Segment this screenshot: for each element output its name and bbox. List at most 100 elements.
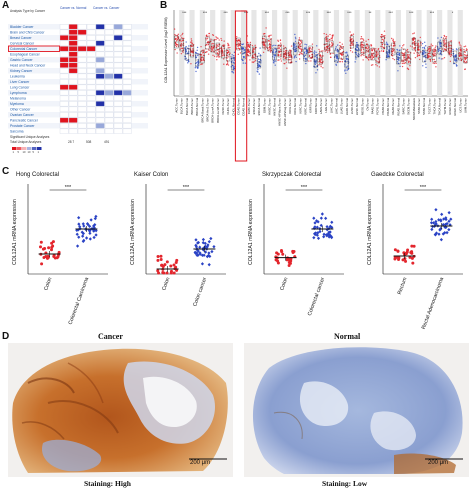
- heat-cell: [59, 24, 69, 30]
- heat-cell: [68, 84, 78, 90]
- data-point: [88, 231, 92, 235]
- heat-cell: [77, 68, 87, 74]
- cancer-type-label: Lung Cancer: [10, 86, 30, 90]
- data-point: [305, 44, 308, 46]
- data-point: [271, 51, 274, 54]
- significance-mark: ***: [420, 185, 427, 191]
- data-point: [216, 44, 219, 46]
- data-point: [192, 49, 194, 51]
- category-label: PRAD.Tumor: [381, 98, 385, 115]
- data-point: [207, 251, 211, 255]
- data-point: [305, 48, 308, 51]
- data-point: [460, 57, 462, 59]
- data-point: [366, 48, 368, 50]
- data-point: [424, 45, 427, 47]
- data-point: [230, 66, 232, 68]
- heat-cell: [122, 57, 132, 63]
- heat-cell: [77, 117, 87, 123]
- data-point: [239, 45, 241, 47]
- data-point: [345, 66, 348, 68]
- data-point: [221, 50, 223, 52]
- data-point: [278, 51, 281, 54]
- data-point: [408, 60, 410, 62]
- heat-cell: [113, 79, 123, 85]
- data-point: [449, 217, 453, 221]
- category-label: BRCA-Her2.Tumor: [206, 98, 210, 122]
- data-point: [326, 47, 329, 49]
- data-point: [335, 63, 337, 65]
- data-point: [356, 54, 359, 57]
- data-point: [330, 225, 334, 230]
- data-point: [409, 64, 411, 67]
- data-point: [280, 53, 282, 55]
- data-point: [252, 51, 254, 54]
- significance-mark: ***: [389, 11, 394, 15]
- data-point: [262, 33, 265, 35]
- data-point: [437, 218, 441, 222]
- data-point: [314, 60, 317, 63]
- data-point: [429, 55, 432, 58]
- data-point: [235, 44, 238, 46]
- data-point: [279, 39, 282, 41]
- data-point: [49, 248, 53, 252]
- data-point: [180, 52, 183, 55]
- data-point: [382, 39, 384, 41]
- category-label: PCPG.Tumor: [376, 98, 380, 115]
- heat-cell: [122, 40, 132, 46]
- heat-cell: [113, 62, 123, 68]
- data-point: [264, 45, 266, 47]
- data-point: [390, 37, 393, 40]
- data-point: [386, 46, 388, 48]
- data-point: [263, 41, 266, 44]
- heat-cell: [122, 117, 132, 123]
- data-point: [392, 47, 394, 50]
- data-point: [211, 43, 213, 45]
- data-point: [228, 53, 231, 55]
- data-point: [316, 236, 321, 240]
- data-point: [463, 54, 465, 56]
- data-point: [210, 38, 212, 40]
- heat-cell: [122, 106, 132, 112]
- heat-cell: [59, 95, 69, 101]
- data-point: [192, 52, 194, 54]
- data-point: [233, 58, 235, 60]
- data-point: [443, 39, 446, 41]
- category-label: GBM.Tumor: [262, 98, 266, 113]
- data-point: [398, 53, 400, 56]
- significance-mark: ***: [285, 11, 290, 15]
- box: [221, 45, 225, 59]
- group-label: Colon: [43, 277, 53, 292]
- data-point: [423, 53, 425, 55]
- data-point: [169, 264, 173, 268]
- data-point: [315, 62, 318, 64]
- heat-cell: [77, 106, 87, 112]
- data-point: [298, 37, 301, 39]
- data-point: [246, 46, 249, 48]
- group-label: Colon: [161, 277, 171, 292]
- data-point: [401, 65, 404, 68]
- data-point: [428, 55, 431, 57]
- data-point: [339, 41, 341, 44]
- data-point: [370, 45, 372, 47]
- category-label: UCEC.Normal: [453, 98, 457, 116]
- column-band: [406, 10, 412, 96]
- category-label: BRCA-Basal.Tumor: [200, 98, 204, 123]
- heat-cell: [59, 117, 69, 123]
- data-point: [433, 48, 435, 50]
- data-point: [289, 49, 291, 51]
- heat-cell: [59, 68, 69, 74]
- data-point: [313, 221, 317, 225]
- data-point: [396, 55, 398, 58]
- footer-value: 28 7: [68, 140, 74, 144]
- data-point: [194, 238, 198, 242]
- data-point: [409, 45, 412, 47]
- category-label: LAML.Tumor: [319, 98, 323, 114]
- data-point: [93, 223, 97, 227]
- data-point: [291, 57, 293, 59]
- data-point: [437, 232, 441, 236]
- heat-cell: [86, 29, 96, 35]
- data-point: [435, 66, 437, 68]
- data-point: [257, 66, 259, 68]
- data-point: [260, 60, 262, 62]
- category-label: LUAD.Normal: [345, 98, 349, 116]
